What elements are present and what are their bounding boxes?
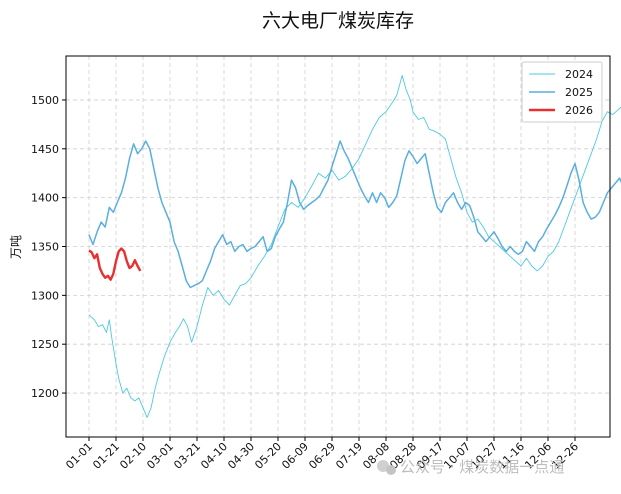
y-tick-label: 1250 [31,338,59,351]
legend-label: 2026 [565,104,593,117]
y-tick-label: 1350 [31,241,59,254]
legend-label: 2025 [565,86,593,99]
y-axis-label: 万吨 [9,235,23,259]
watermark-text: 公众号 · 煤炭数据一点通 [400,458,564,476]
wechat-icon [377,460,396,475]
y-tick-label: 1500 [31,94,59,107]
series-line-2025 [88,140,621,289]
series-layer [88,75,621,418]
legend-box [521,61,603,123]
series-line-2024 [88,75,621,418]
y-tick-label: 1400 [31,192,59,205]
watermark: 公众号 · 煤炭数据一点通 [377,458,564,476]
y-tick-label: 1200 [31,387,59,400]
chart-title: 六大电厂煤炭库存 [262,10,414,32]
plot-frame [65,55,611,438]
series-line-2026 [88,247,142,281]
y-tick-label: 1450 [31,143,59,156]
y-tick-label: 1300 [31,289,59,302]
legend: 2024 2025 2026 [521,61,603,123]
legend-label: 2024 [565,68,593,81]
grid-lines [66,56,610,437]
y-ticks: 1200 1250 1300 1350 1400 1450 1500 [31,94,66,400]
